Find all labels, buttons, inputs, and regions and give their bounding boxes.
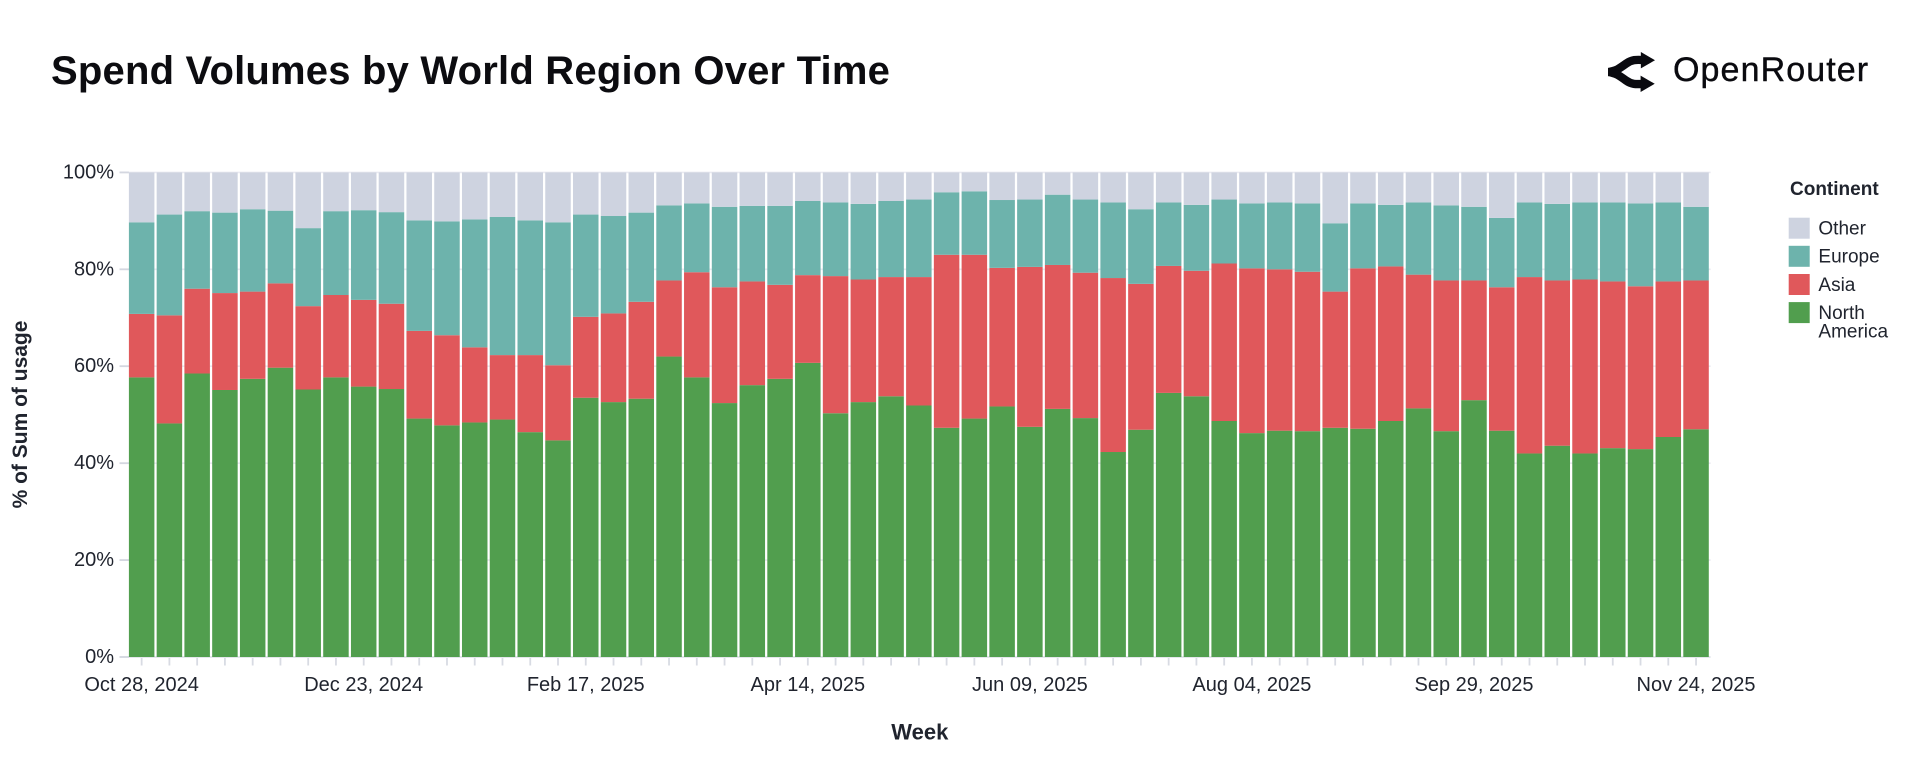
- svg-text:Dec 23, 2024: Dec 23, 2024: [304, 674, 423, 696]
- svg-text:40%: 40%: [74, 452, 114, 474]
- svg-text:Aug 04, 2025: Aug 04, 2025: [1192, 674, 1311, 696]
- svg-text:North: North: [1818, 303, 1864, 324]
- svg-text:80%: 80%: [74, 258, 114, 280]
- svg-text:Other: Other: [1818, 219, 1866, 240]
- svg-text:Sep 29, 2025: Sep 29, 2025: [1414, 674, 1533, 696]
- svg-text:Feb 17, 2025: Feb 17, 2025: [527, 674, 645, 696]
- svg-text:0%: 0%: [85, 646, 114, 668]
- svg-text:Continent: Continent: [1790, 179, 1879, 200]
- svg-text:60%: 60%: [74, 355, 114, 377]
- svg-text:Apr 14, 2025: Apr 14, 2025: [751, 674, 866, 696]
- svg-text:Week: Week: [891, 720, 949, 745]
- svg-text:Oct 28, 2024: Oct 28, 2024: [84, 674, 199, 696]
- svg-text:Asia: Asia: [1818, 275, 1855, 296]
- svg-text:Europe: Europe: [1818, 247, 1879, 268]
- svg-text:20%: 20%: [74, 549, 114, 571]
- svg-text:Jun 09, 2025: Jun 09, 2025: [972, 674, 1088, 696]
- svg-text:Nov 24, 2025: Nov 24, 2025: [1637, 674, 1756, 696]
- svg-text:% of Sum of usage: % of Sum of usage: [9, 321, 32, 509]
- svg-text:100%: 100%: [63, 161, 114, 183]
- svg-text:America: America: [1818, 321, 1888, 342]
